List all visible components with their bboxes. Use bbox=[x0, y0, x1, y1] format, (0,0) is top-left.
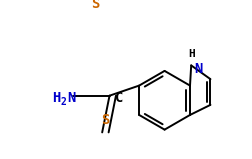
Text: S: S bbox=[91, 0, 100, 11]
Text: S: S bbox=[100, 113, 109, 127]
Text: C: C bbox=[114, 90, 122, 104]
Text: H: H bbox=[52, 90, 60, 104]
Text: N: N bbox=[194, 62, 202, 76]
Text: N: N bbox=[67, 90, 75, 104]
Text: H: H bbox=[187, 49, 194, 59]
Text: 2: 2 bbox=[60, 97, 66, 107]
